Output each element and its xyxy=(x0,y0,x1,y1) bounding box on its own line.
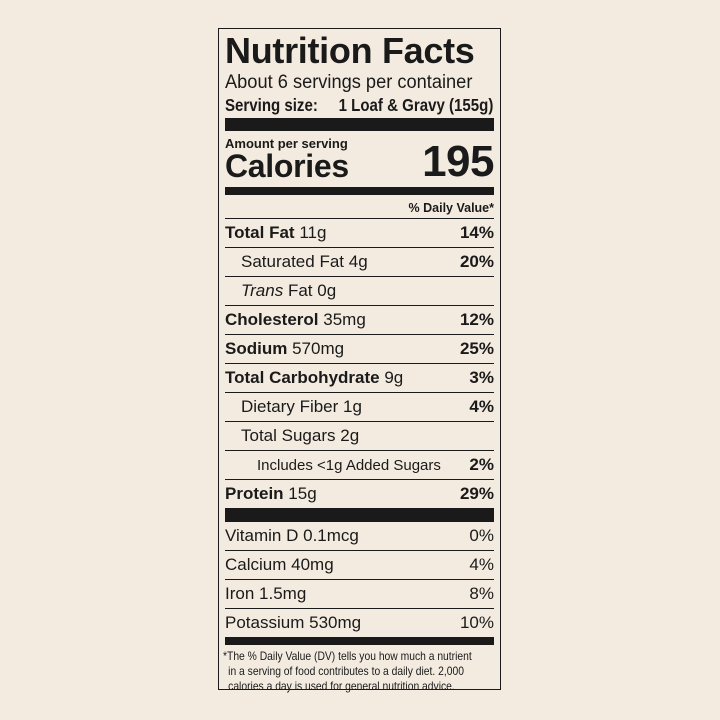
nutrient-name: Saturated Fat xyxy=(241,252,345,271)
vitamin-name: Vitamin D xyxy=(225,526,299,545)
nutrient-name: Sodium xyxy=(225,339,288,358)
nutrient-row-total-carbohydrate: Total Carbohydrate 9g 3% xyxy=(225,364,494,393)
nutrient-name-rest: Fat xyxy=(287,281,313,300)
nutrient-dv: 3% xyxy=(469,368,494,387)
nutrient-row-protein: Protein 15g 29% xyxy=(225,480,494,508)
nutrient-dv: 2% xyxy=(469,455,494,474)
vitamin-row-iron: Iron 1.5mg 8% xyxy=(225,580,494,609)
vitamin-name: Iron xyxy=(225,584,255,603)
label-title: Nutrition Facts xyxy=(225,30,475,71)
nutrient-row-saturated-fat: Saturated Fat 4g 20% xyxy=(225,248,494,277)
nutrient-amount: 2g xyxy=(340,426,360,445)
calories-row: Calories 195 xyxy=(225,140,494,184)
nutrient-dv: 12% xyxy=(459,310,494,329)
nutrient-dv: 4% xyxy=(469,397,494,416)
nutrient-name: Cholesterol xyxy=(225,310,319,329)
nutrient-amount: 11g xyxy=(299,223,327,242)
medium-divider xyxy=(225,637,494,645)
vitamin-dv: 0% xyxy=(469,526,494,545)
amount-per-serving: Amount per serving xyxy=(225,136,348,151)
vitamin-name: Calcium xyxy=(225,555,287,574)
nutrition-facts-label: Nutrition Facts About 6 servings per con… xyxy=(218,28,501,693)
nutrient-name: Dietary Fiber xyxy=(241,397,339,416)
serving-size-label: Serving size: xyxy=(225,95,318,115)
nutrient-name: Includes <1g Added Sugars xyxy=(257,456,441,474)
nutrient-row-dietary-fiber: Dietary Fiber 1g 4% xyxy=(225,393,494,422)
vitamin-amount: 530mg xyxy=(309,613,362,632)
thick-divider xyxy=(225,508,494,522)
nutrient-row-added-sugars: Includes <1g Added Sugars 2% xyxy=(225,451,494,480)
vitamin-amount: 0.1mcg xyxy=(303,526,359,545)
thick-divider xyxy=(225,118,494,131)
nutrient-row-total-fat: Total Fat 11g 14% xyxy=(225,219,494,248)
nutrient-dv: 20% xyxy=(459,252,494,271)
nutrient-amount: 9g xyxy=(384,368,404,387)
nutrient-amount: 1g xyxy=(343,397,362,416)
footnote-line-1: *The % Daily Value (DV) tells you how mu… xyxy=(223,649,472,663)
vitamin-row-vitamin-d: Vitamin D 0.1mcg 0% xyxy=(225,522,494,551)
nutrient-dv: 14% xyxy=(459,223,494,242)
vitamin-dv: 8% xyxy=(469,584,494,603)
vitamin-row-potassium: Potassium 530mg 10% xyxy=(225,609,494,637)
nutrient-amount: 0g xyxy=(317,281,337,300)
nutrient-amount: 35mg xyxy=(323,310,366,329)
nutrient-name: Total Sugars xyxy=(241,426,336,445)
daily-value-footnote: *The % Daily Value (DV) tells you how mu… xyxy=(223,649,496,694)
nutrient-row-trans-fat: Trans Fat 0g xyxy=(225,277,494,306)
nutrient-amount: 15g xyxy=(288,484,317,503)
nutrient-dv: 25% xyxy=(459,339,494,358)
vitamin-dv: 10% xyxy=(459,613,494,632)
nutrient-row-sodium: Sodium 570mg 25% xyxy=(225,335,494,364)
vitamin-amount: 40mg xyxy=(291,555,334,574)
vitamin-name: Potassium xyxy=(225,613,305,632)
vitamin-amount: 1.5mg xyxy=(259,584,307,603)
nutrient-name: Total Carbohydrate xyxy=(225,368,380,387)
medium-divider xyxy=(225,187,494,195)
footnote-line-2: in a serving of food contributes to a da… xyxy=(228,664,464,678)
nutrient-name: Trans xyxy=(241,281,284,300)
calories-label: Calories xyxy=(225,148,349,184)
footnote-line-3: calories a day is used for general nutri… xyxy=(228,679,455,693)
nutrient-name: Protein xyxy=(225,484,284,503)
vitamin-dv: 4% xyxy=(469,555,494,574)
servings-per-container: About 6 servings per container xyxy=(225,72,473,93)
nutrient-dv: 29% xyxy=(459,484,494,503)
nutrient-amount: 570mg xyxy=(292,339,345,358)
serving-size-value: 1 Loaf & Gravy (155g) xyxy=(338,95,494,115)
nutrient-row-cholesterol: Cholesterol 35mg 12% xyxy=(225,306,494,335)
calories-value: 195 xyxy=(422,137,494,186)
nutrient-row-total-sugars: Total Sugars 2g xyxy=(225,422,494,451)
nutrient-amount: 4g xyxy=(348,252,368,271)
nutrient-name: Total Fat xyxy=(225,223,295,242)
vitamin-row-calcium: Calcium 40mg 4% xyxy=(225,551,494,580)
daily-value-header: % Daily Value* xyxy=(225,198,494,219)
serving-size: Serving size: 1 Loaf & Gravy (155g) xyxy=(225,94,493,116)
